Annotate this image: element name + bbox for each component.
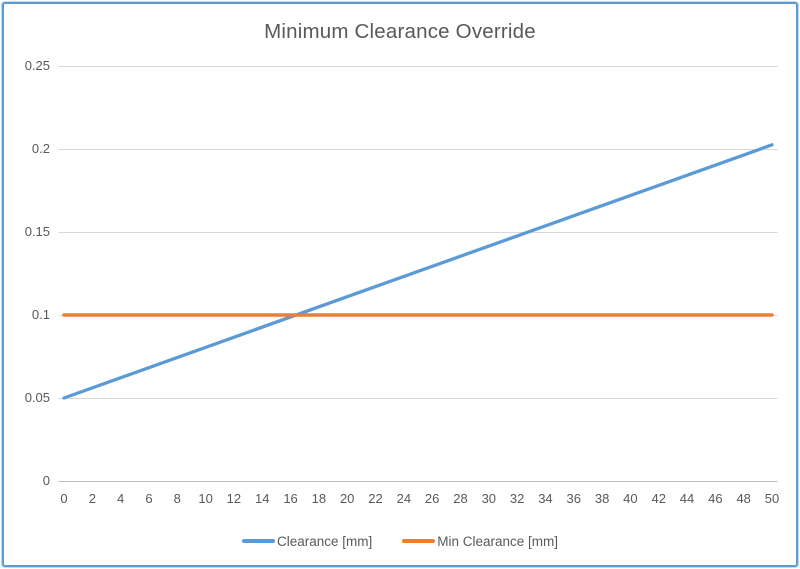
y-tick-label: 0.25 — [24, 58, 50, 73]
x-tick-label: 50 — [764, 491, 780, 506]
x-tick-label: 18 — [311, 491, 327, 506]
legend-item-clearance: Clearance [mm] — [241, 533, 373, 549]
legend-label-min-clearance: Min Clearance [mm] — [437, 533, 559, 549]
x-tick-label: 32 — [509, 491, 525, 506]
x-tick-label: 0 — [60, 491, 68, 506]
y-tick-label: 0.15 — [24, 224, 50, 239]
y-tick-label: 0.1 — [31, 307, 50, 322]
x-tick-label: 6 — [145, 491, 153, 506]
x-tick-label: 20 — [339, 491, 355, 506]
x-tick-label: 2 — [88, 491, 96, 506]
x-tick-label: 30 — [481, 491, 497, 506]
x-tick-label: 46 — [708, 491, 723, 506]
x-tick-label: 42 — [651, 491, 666, 506]
y-tick-label: 0 — [42, 473, 50, 488]
x-tick-label: 14 — [255, 491, 270, 506]
x-tick-label: 8 — [173, 491, 181, 506]
series-line-0 — [62, 143, 774, 400]
legend-line-marker-min-clearance — [402, 538, 436, 544]
legend-label-clearance: Clearance [mm] — [276, 533, 373, 549]
legend: Clearance [mm] Min Clearance [mm] — [4, 530, 796, 552]
y-tick-label: 0.05 — [24, 390, 50, 405]
x-tick-label: 16 — [283, 491, 298, 506]
legend-line-marker-clearance — [241, 538, 275, 544]
x-tick-label: 40 — [623, 491, 638, 506]
x-tick-label: 48 — [736, 491, 751, 506]
chart-title: Minimum Clearance Override — [264, 20, 536, 43]
x-tick-label: 4 — [117, 491, 125, 506]
x-tick-label: 36 — [566, 491, 581, 506]
x-tick-label: 24 — [396, 491, 412, 506]
x-tick-label: 22 — [368, 491, 383, 506]
x-tick-label: 10 — [198, 491, 213, 506]
x-tick-label: 28 — [453, 491, 468, 506]
legend-item-min-clearance: Min Clearance [mm] — [402, 534, 558, 549]
x-tick-label: 34 — [538, 491, 553, 506]
x-tick-label: 44 — [679, 491, 695, 506]
x-tick-label: 12 — [226, 491, 242, 506]
plot-canvas — [58, 66, 778, 482]
y-tick-label: 0.2 — [31, 141, 50, 156]
x-tick-label: 38 — [594, 491, 610, 506]
x-tick-label: 26 — [424, 491, 440, 506]
